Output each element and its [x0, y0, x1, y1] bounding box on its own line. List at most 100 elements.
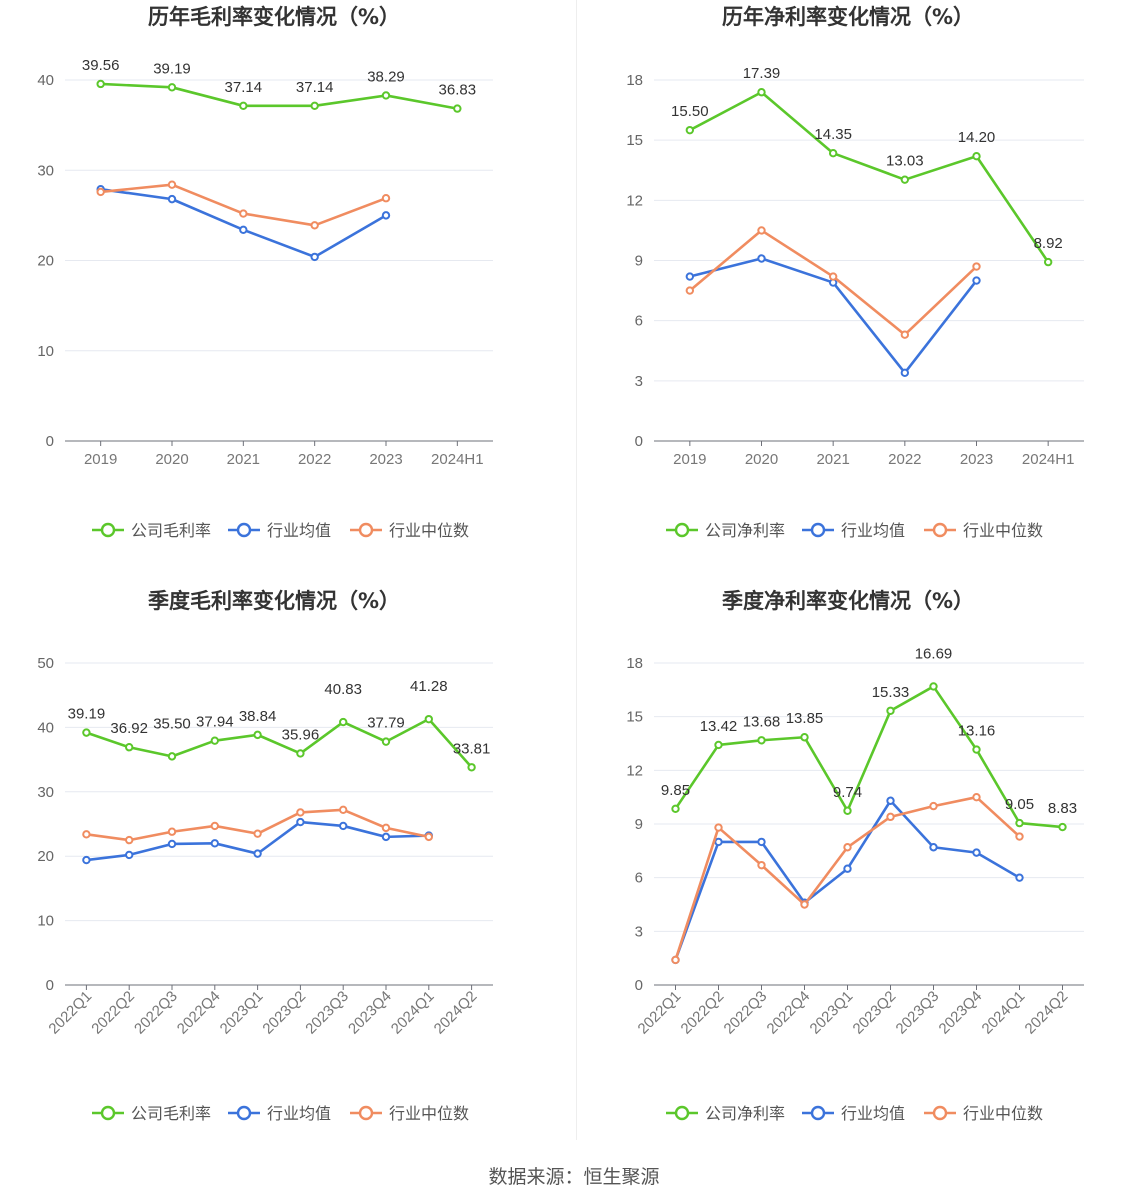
data-label: 15.50 [671, 103, 709, 120]
data-point [239, 101, 248, 111]
data-point [82, 855, 91, 865]
data-point [900, 330, 910, 339]
data-point [1058, 822, 1067, 832]
x-tick-label: 2019 [673, 451, 706, 468]
legend-swatch-marker [674, 522, 690, 538]
x-tick-label: 2022 [298, 451, 331, 468]
data-point [96, 187, 105, 197]
x-tick-label: 2024Q2 [1022, 988, 1072, 1038]
legend-item: 行业均值 [802, 521, 905, 540]
data-label: 39.56 [82, 57, 120, 74]
data-point [339, 717, 348, 727]
data-label: 14.20 [958, 129, 996, 146]
data-point [296, 749, 305, 758]
legend-item: 行业均值 [802, 1104, 905, 1123]
x-tick-label: 2023 [960, 451, 993, 468]
data-label: 39.19 [68, 706, 106, 723]
data-point [972, 848, 981, 857]
x-tick-label: 2024Q2 [431, 988, 481, 1038]
annual-net-margin-chart: 历年净利率变化情况（%） 0 3 6 9 12 15 18 2019 2020 2021 2022 20… [626, 5, 1084, 540]
legend-item: 行业均值 [228, 521, 331, 540]
x-tick-label: 2022Q3 [131, 988, 181, 1038]
data-point [972, 276, 981, 285]
data-point [167, 839, 177, 849]
data-point [800, 733, 809, 742]
legend-label: 行业均值 [267, 521, 331, 540]
x-tick-label: 2023Q2 [850, 988, 900, 1038]
x-tick-label: 2021 [816, 451, 849, 468]
x-tick-label: 2022Q2 [88, 988, 138, 1038]
x-tick-label: 2023Q3 [893, 988, 943, 1038]
x-tick-label: 2020 [155, 451, 188, 468]
data-point [1015, 818, 1024, 828]
data-point [467, 763, 476, 772]
data-point [757, 860, 766, 870]
data-point [381, 832, 391, 842]
y-tick-label: 12 [626, 192, 643, 209]
data-label: 8.92 [1034, 235, 1063, 252]
legend-swatch-marker [100, 522, 116, 538]
data-point [972, 262, 981, 271]
y-tick-label: 18 [626, 655, 643, 672]
chart-panel-annual-gross-margin: 历年毛利率变化情况（%） 0 10 20 30 40 2019 2020 2021 2022 202… [0, 0, 574, 580]
data-point [843, 806, 852, 815]
legend-swatch-marker [932, 522, 948, 538]
y-tick-label: 0 [635, 433, 643, 450]
y-tick-label: 20 [37, 253, 54, 270]
data-point [886, 812, 895, 822]
legend-item: 行业均值 [228, 1104, 331, 1123]
data-point [381, 91, 391, 100]
y-tick-label: 12 [626, 762, 643, 779]
data-point [167, 180, 177, 189]
legend-item: 公司净利率 [666, 1104, 785, 1123]
data-point [339, 805, 348, 815]
data-point [167, 752, 177, 761]
annual-gross-margin-chart: 历年毛利率变化情况（%） 0 10 20 30 40 2019 2020 2021 2022 202… [37, 5, 493, 540]
data-point [828, 272, 838, 281]
data-point [800, 900, 809, 909]
series-line-行业中位数 [674, 795, 1021, 961]
data-point [167, 827, 177, 836]
data-point [972, 792, 981, 802]
data-label: 39.19 [153, 60, 191, 77]
chart-panel-quarterly-net-margin: 季度净利率变化情况（%） 0 3 6 9 12 15 18 2022Q1 2022Q2 2022Q3… [574, 580, 1148, 1160]
y-tick-label: 15 [626, 132, 643, 149]
data-point [210, 821, 220, 831]
legend-swatch-marker [932, 1105, 948, 1121]
data-point [900, 368, 910, 378]
data-point [714, 837, 723, 847]
x-tick-label: 2022 [888, 451, 921, 468]
data-label: 38.84 [239, 708, 277, 725]
x-tick-label: 2022Q2 [678, 988, 728, 1038]
data-point [239, 225, 248, 235]
series-line-行业均值 [674, 799, 1021, 961]
legend-label: 行业均值 [841, 1104, 905, 1123]
data-point [685, 286, 695, 295]
legend-item: 公司净利率 [666, 521, 785, 540]
y-tick-label: 6 [635, 870, 643, 887]
legend-item: 行业中位数 [924, 521, 1043, 540]
data-label: 13.16 [958, 723, 996, 740]
y-tick-label: 3 [635, 923, 643, 940]
y-tick-label: 20 [37, 848, 54, 865]
data-point [381, 737, 391, 746]
x-tick-label: 2022Q1 [635, 988, 685, 1038]
x-tick-label: 2024Q1 [388, 988, 438, 1038]
data-label: 8.83 [1048, 800, 1077, 817]
legend-swatch-marker [810, 522, 826, 538]
y-tick-label: 30 [37, 784, 54, 801]
data-point [82, 830, 91, 839]
x-tick-label: 2022Q4 [764, 988, 814, 1038]
data-label: 15.33 [872, 684, 910, 701]
legend-label: 公司毛利率 [131, 521, 211, 540]
data-label: 36.92 [110, 720, 148, 737]
data-point [900, 175, 910, 184]
quarterly-net-margin-chart: 季度净利率变化情况（%） 0 3 6 9 12 15 18 2022Q12022Q22022Q3… [626, 589, 1084, 1123]
data-point [167, 83, 177, 92]
data-point [757, 254, 766, 263]
data-point [972, 745, 981, 754]
data-label: 16.69 [915, 645, 953, 662]
data-label: 40.83 [324, 681, 362, 698]
legend-label: 行业均值 [267, 1104, 331, 1123]
legend-label: 行业中位数 [963, 521, 1043, 540]
